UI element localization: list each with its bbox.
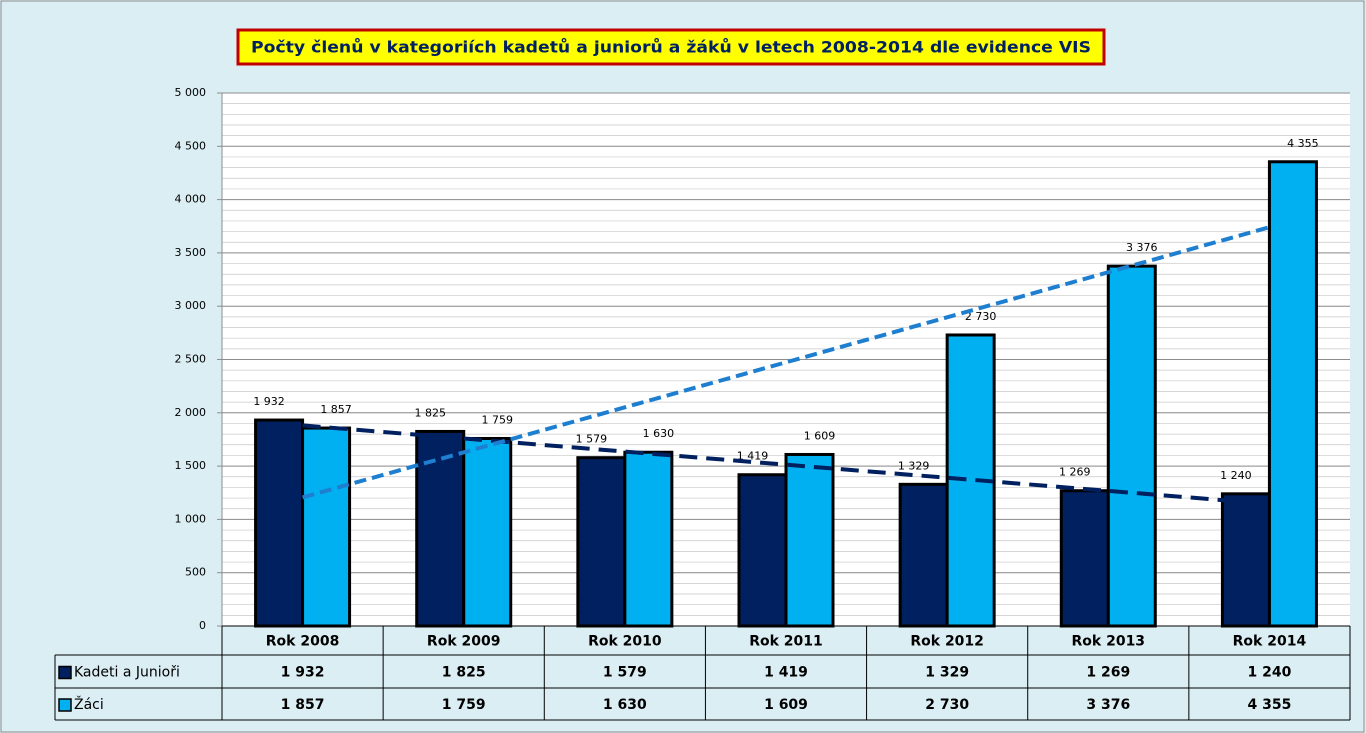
data-label: 1 329 [898, 459, 930, 472]
legend-label: Žáci [74, 695, 104, 713]
table-cell: 1 825 [442, 665, 486, 681]
title-box [236, 28, 1106, 66]
legend-key [58, 698, 72, 712]
bar [737, 473, 788, 628]
y-tick-label: 1 000 [175, 512, 207, 525]
data-label: 1 759 [481, 413, 513, 426]
legend-key [58, 665, 72, 680]
x-tick-label: Rok 2013 [1072, 634, 1146, 650]
bar [462, 436, 513, 628]
x-tick-label: Rok 2011 [749, 634, 823, 650]
bar [415, 429, 466, 628]
table-cell: 1 269 [1086, 665, 1130, 681]
y-tick-label: 3 000 [175, 299, 207, 312]
table-cell: 1 419 [764, 665, 808, 681]
table-cell: 1 240 [1248, 665, 1292, 681]
bar [784, 452, 835, 628]
data-label: 1 609 [804, 429, 836, 442]
y-tick-label: 3 500 [175, 246, 207, 259]
y-tick-label: 2 500 [175, 353, 207, 366]
data-label: 1 579 [576, 433, 608, 446]
bar [1106, 264, 1157, 628]
y-tick-label: 4 000 [175, 193, 207, 206]
y-tick-label: 4 500 [175, 139, 207, 152]
x-tick-label: Rok 2012 [910, 634, 984, 650]
bar [1267, 160, 1318, 628]
data-label: 1 857 [320, 403, 352, 416]
y-tick-label: 1 500 [175, 459, 207, 472]
data-label: 1 269 [1059, 466, 1091, 479]
table-cell: 1 857 [281, 697, 325, 713]
table-cell: 2 730 [925, 697, 969, 713]
data-label: 1 240 [1220, 469, 1252, 482]
y-tick-label: 0 [199, 619, 206, 632]
bar [623, 450, 674, 628]
y-tick-label: 5 000 [175, 86, 207, 99]
table-cell: 1 579 [603, 665, 647, 681]
data-label: 4 355 [1287, 137, 1319, 150]
bar [254, 418, 305, 628]
bar [1220, 492, 1271, 628]
table-cell: 1 329 [925, 665, 969, 681]
table-cell: 1 630 [603, 697, 647, 713]
data-label: 1 825 [414, 406, 446, 419]
x-tick-label: Rok 2010 [588, 634, 662, 650]
bar [301, 426, 352, 628]
x-tick-label: Rok 2009 [427, 634, 501, 650]
bar [898, 482, 949, 628]
table-cell: 3 376 [1086, 697, 1130, 713]
table-cell: 4 355 [1248, 697, 1292, 713]
data-label: 1 932 [253, 395, 285, 408]
bar [576, 456, 627, 628]
x-tick-label: Rok 2008 [266, 634, 340, 650]
y-tick-label: 500 [185, 566, 206, 579]
data-label: 1 630 [643, 427, 675, 440]
data-label: 3 376 [1126, 241, 1158, 254]
table-cell: 1 609 [764, 697, 808, 713]
table-cell: 1 759 [442, 697, 486, 713]
y-tick-label: 2 000 [175, 406, 207, 419]
chart-title: Počty členů v kategoriích kadetů a junio… [251, 38, 1091, 57]
bar [1059, 489, 1110, 628]
table-cell: 1 932 [281, 665, 325, 681]
x-tick-label: Rok 2014 [1233, 634, 1307, 650]
data-label: 2 730 [965, 310, 997, 323]
trendline [302, 225, 1270, 500]
legend-label: Kadeti a Junioři [74, 665, 180, 681]
